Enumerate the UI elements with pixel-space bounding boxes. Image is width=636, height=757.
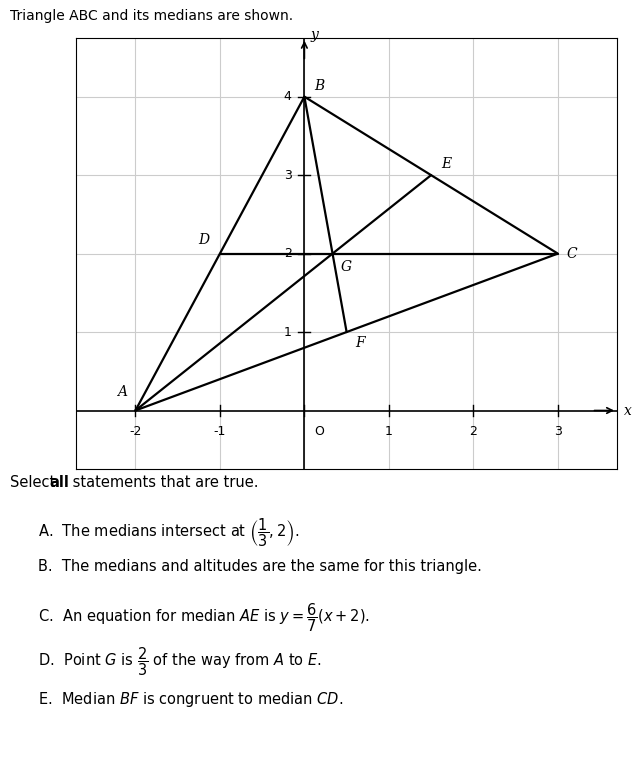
Text: 1: 1: [385, 425, 393, 438]
Text: -1: -1: [214, 425, 226, 438]
Text: G: G: [341, 260, 352, 274]
Text: 3: 3: [284, 169, 292, 182]
Text: 2: 2: [469, 425, 477, 438]
Text: -2: -2: [129, 425, 142, 438]
Text: D.  Point $G$ is $\dfrac{2}{3}$ of the way from $A$ to $E$.: D. Point $G$ is $\dfrac{2}{3}$ of the wa…: [38, 645, 322, 678]
Text: E: E: [441, 157, 452, 171]
Text: A: A: [117, 385, 127, 399]
Text: 4: 4: [284, 90, 292, 103]
Text: D: D: [198, 233, 210, 248]
Text: C: C: [566, 247, 577, 260]
Text: Select: Select: [10, 475, 59, 491]
Text: E.  Median $\mathit{BF}$ is congruent to median $\mathit{CD}$.: E. Median $\mathit{BF}$ is congruent to …: [38, 690, 343, 709]
Text: all: all: [49, 475, 69, 491]
Text: x: x: [624, 403, 632, 418]
Text: y: y: [310, 28, 319, 42]
Text: B: B: [315, 79, 325, 93]
Text: 2: 2: [284, 247, 292, 260]
Text: F: F: [355, 336, 364, 350]
Text: O: O: [315, 425, 324, 438]
Text: C.  An equation for median $AE$ is $y = \dfrac{6}{7}(x + 2)$.: C. An equation for median $AE$ is $y = \…: [38, 602, 370, 634]
Text: Triangle ABC and its medians are shown.: Triangle ABC and its medians are shown.: [10, 9, 293, 23]
Text: A.  The medians intersect at $\left(\dfrac{1}{3}, 2\right)$.: A. The medians intersect at $\left(\dfra…: [38, 516, 300, 549]
Text: B.  The medians and altitudes are the same for this triangle.: B. The medians and altitudes are the sam…: [38, 559, 482, 574]
Text: statements that are true.: statements that are true.: [68, 475, 259, 491]
Text: 3: 3: [554, 425, 562, 438]
Text: 1: 1: [284, 326, 292, 338]
